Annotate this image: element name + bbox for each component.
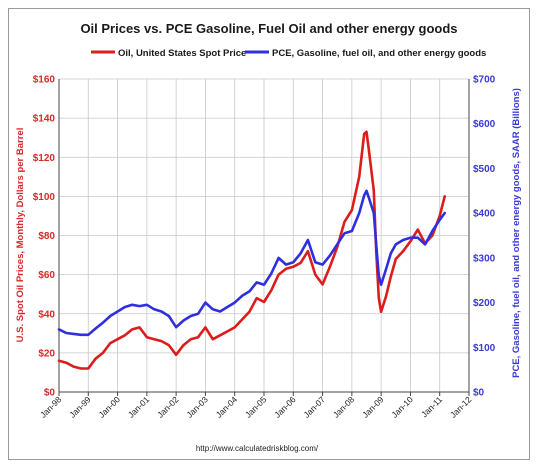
x-tick-label: Jan-08 bbox=[331, 394, 357, 420]
y-right-tick-label: $500 bbox=[473, 164, 496, 175]
x-tick-label: Jan-99 bbox=[67, 394, 93, 420]
legend-oil-label: Oil, United States Spot Price bbox=[118, 48, 246, 59]
y-left-tick-label: $40 bbox=[38, 309, 55, 320]
y-axis-left-label: U.S. Spot Oil Prices, Monthly, Dollars p… bbox=[15, 128, 26, 343]
y-left-tick-label: $0 bbox=[44, 388, 56, 399]
y-axis-right-label: PCE, Gasoline, fuel oil, and other energ… bbox=[511, 88, 522, 378]
y-right-tick-label: $700 bbox=[473, 75, 496, 86]
y-right-tick-label: $300 bbox=[473, 253, 496, 264]
y-right-tick-label: $600 bbox=[473, 119, 496, 130]
y-left-tick-label: $140 bbox=[33, 114, 56, 125]
y-left-tick-label: $20 bbox=[38, 348, 55, 359]
x-tick-label: Jan-02 bbox=[155, 394, 181, 420]
series-line-pce bbox=[57, 189, 447, 337]
plot-area: $0 $20 $40 $60 $80 $100 $120 $140 $160 $0 $100 $200… bbox=[33, 75, 496, 420]
x-tick-label: Jan-07 bbox=[302, 394, 328, 420]
chart-title: Oil Prices vs. PCE Gasoline, Fuel Oil an… bbox=[80, 21, 457, 36]
x-tick-label: Jan-10 bbox=[389, 394, 415, 420]
y-right-tick-label: $100 bbox=[473, 343, 496, 354]
x-tick-label: Jan-11 bbox=[419, 394, 444, 419]
x-tick-label: Jan-01 bbox=[126, 394, 152, 420]
x-tick-label: Jan-06 bbox=[272, 394, 298, 420]
y-left-tick-label: $160 bbox=[33, 75, 56, 86]
y-left-tick-label: $100 bbox=[33, 192, 56, 203]
y-left-tick-label: $120 bbox=[33, 153, 56, 164]
y-right-tick-label: $200 bbox=[473, 298, 496, 309]
chart-svg: Oil Prices vs. PCE Gasoline, Fuel Oil an… bbox=[15, 21, 522, 453]
series-line-oil bbox=[57, 130, 447, 370]
y-left-tick-label: $80 bbox=[38, 231, 55, 242]
legend-pce-label: PCE, Gasoline, fuel oil, and other energ… bbox=[272, 48, 486, 59]
x-tick-label: Jan-12 bbox=[448, 394, 474, 420]
source-url: http://www.calculatedriskblog.com/ bbox=[196, 444, 319, 453]
x-tick-label: Jan-05 bbox=[243, 394, 269, 420]
y-right-tick-label: $400 bbox=[473, 209, 496, 220]
x-tick-label: Jan-00 bbox=[97, 394, 123, 420]
x-tick-label: Jan-03 bbox=[184, 394, 210, 420]
x-tick-label: Jan-04 bbox=[214, 394, 240, 420]
y-right-tick-label: $0 bbox=[473, 388, 485, 399]
y-left-tick-label: $60 bbox=[38, 270, 55, 281]
x-tick-label: Jan-09 bbox=[360, 394, 386, 420]
chart-frame: Oil Prices vs. PCE Gasoline, Fuel Oil an… bbox=[8, 8, 530, 460]
